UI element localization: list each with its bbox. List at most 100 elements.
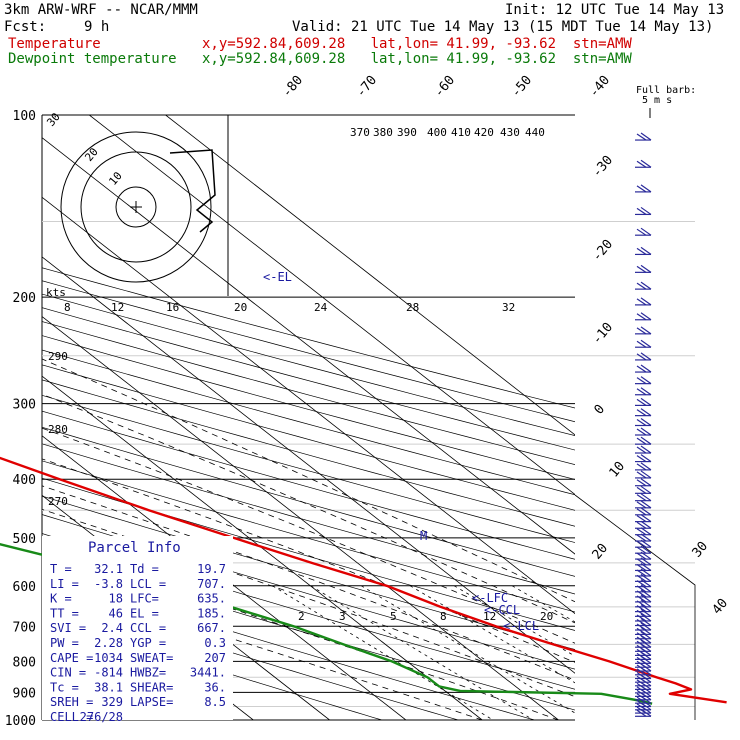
wind-barb-flag xyxy=(640,708,652,717)
isotherm-label-10: 10 xyxy=(607,459,629,481)
temperature-location: x,y=592.84,609.28 lat,lon= 41.99, -93.62… xyxy=(202,36,632,52)
temperature-legend: Temperature xyxy=(8,36,101,52)
parcel-val-a: 32.1 xyxy=(94,562,123,576)
mixing-ratio-label-3: 3 xyxy=(339,610,346,623)
wind-barb-flag xyxy=(636,528,647,536)
wind-barb-flag xyxy=(640,397,652,406)
parcel-val-a: 46 xyxy=(109,606,123,620)
parcel-key-b: SWEAT= xyxy=(130,651,173,665)
wind-barb-flag xyxy=(636,619,647,627)
dry-adiabat-430 xyxy=(42,307,575,451)
parcel-key-b: EL = xyxy=(130,606,159,620)
parcel-key-a: CELL = xyxy=(50,710,93,724)
wind-barb-flag xyxy=(640,539,652,548)
wind-barb-flag xyxy=(640,352,652,361)
mixing-ratio-label-5: 5 xyxy=(390,610,397,623)
wind-barb-flag xyxy=(640,695,652,704)
wind-barb-flag xyxy=(640,227,652,236)
hodograph-ring-0 xyxy=(115,186,157,228)
wind-barb-flag xyxy=(636,437,647,445)
wind-barb-flag xyxy=(640,667,652,676)
theta-label-390: 390 xyxy=(397,126,417,139)
dry-adiabat-420 xyxy=(42,321,575,465)
wind-barb-flag xyxy=(640,678,652,687)
wind-barb-flag xyxy=(640,387,652,396)
parcel-key-b: CCL = xyxy=(130,621,166,635)
hodograph-ring-label-10: 10 xyxy=(106,169,124,188)
pressure-label-100: 100 xyxy=(13,109,36,124)
hodograph-speed-20: 20 xyxy=(234,301,247,314)
parcel-val-a: 18 xyxy=(109,592,123,606)
parcel-key-a: SVI = xyxy=(50,621,86,635)
hodograph-ring-label-20: 20 xyxy=(82,145,100,164)
parcel-val-b: 207 xyxy=(204,651,226,665)
moist-adiabat-10 xyxy=(42,508,575,698)
hodograph-speed-8: 8 xyxy=(64,301,71,314)
wind-barb-flag xyxy=(640,470,652,479)
parcel-title: Parcel Info xyxy=(88,540,181,556)
isotherm-label--70: -70 xyxy=(354,73,381,101)
wind-barb-flag xyxy=(636,353,647,361)
wind-barb-flag xyxy=(640,613,652,622)
wind-barb-flag xyxy=(636,515,647,523)
isotherm-label--80: -80 xyxy=(280,73,307,101)
wind-barb-flag xyxy=(640,376,652,385)
wind-barb-flag xyxy=(640,445,652,454)
dry-adiabat-310 xyxy=(42,495,575,650)
wind-barb-flag xyxy=(640,478,652,487)
wind-barb-flag xyxy=(640,493,652,502)
pressure-label-900: 900 xyxy=(13,686,36,701)
wind-barb-flag xyxy=(636,508,647,516)
wind-barb-flag xyxy=(636,595,647,603)
forecast-label: Fcst: xyxy=(4,19,47,35)
wind-barb-flag xyxy=(640,264,652,273)
wind-barb-flag xyxy=(636,494,647,502)
wind-barb-flag xyxy=(640,681,652,690)
full-barb-unit: 5 m s xyxy=(642,95,673,106)
wind-barb-flag xyxy=(640,436,652,445)
dry-adiabat-400 xyxy=(42,349,575,496)
hodograph-ring-1 xyxy=(80,151,192,263)
wind-barb-flag xyxy=(640,589,652,598)
parcel-key-a: CIN = xyxy=(50,666,86,680)
temperature-curve xyxy=(0,456,727,704)
parcel-key-b: YGP = xyxy=(130,636,166,650)
wind-barb-flag xyxy=(640,427,652,436)
parcel-key-a: SREH = xyxy=(50,695,93,709)
dewpoint-location: x,y=592.84,609.28 lat,lon= 41.99, -93.62… xyxy=(202,51,632,67)
theta-label-400: 400 xyxy=(427,126,447,139)
wind-barb-flag xyxy=(636,207,647,215)
wind-barb-flag xyxy=(640,297,652,306)
wind-barb-flag xyxy=(636,521,647,529)
dry-adiabat-260 xyxy=(42,593,459,720)
full-barb-label: Full barb: xyxy=(636,85,697,96)
dry-adiabat-460 xyxy=(42,267,575,409)
wind-barb-flag xyxy=(640,462,652,471)
wind-barb-flag xyxy=(640,594,652,603)
wind-barb-flag xyxy=(636,486,647,494)
dry-adiabat-340 xyxy=(42,443,575,595)
wind-barb-flag xyxy=(640,573,652,582)
isotherm-label--20: -20 xyxy=(590,237,617,265)
pressure-label-500: 500 xyxy=(13,532,36,547)
hodograph-speed-28: 28 xyxy=(406,301,419,314)
wind-barb-flag xyxy=(640,281,652,290)
isotherm-label--40: -40 xyxy=(587,73,614,101)
wind-barb-flag xyxy=(640,622,652,631)
wind-barb-flag xyxy=(640,604,652,613)
wind-barb-flag xyxy=(640,533,652,542)
pressure-label-200: 200 xyxy=(13,291,36,306)
parcel-key-a: T = xyxy=(50,562,72,576)
hodograph-trace xyxy=(169,149,216,233)
wind-barb-flag xyxy=(636,446,647,454)
isotherm-label--30: -30 xyxy=(590,153,617,181)
wind-barb-flag xyxy=(636,623,647,631)
wind-barb-flag xyxy=(636,540,647,548)
wind-barb-flag xyxy=(636,580,647,588)
wind-barb-flag xyxy=(640,579,652,588)
wind-barb-flag xyxy=(640,507,652,516)
wind-barb-flag xyxy=(636,418,647,426)
parcel-val-a: -3.8 xyxy=(94,577,123,591)
theta-left-label-280: 280 xyxy=(48,423,68,436)
wind-barb-flag xyxy=(640,339,652,348)
